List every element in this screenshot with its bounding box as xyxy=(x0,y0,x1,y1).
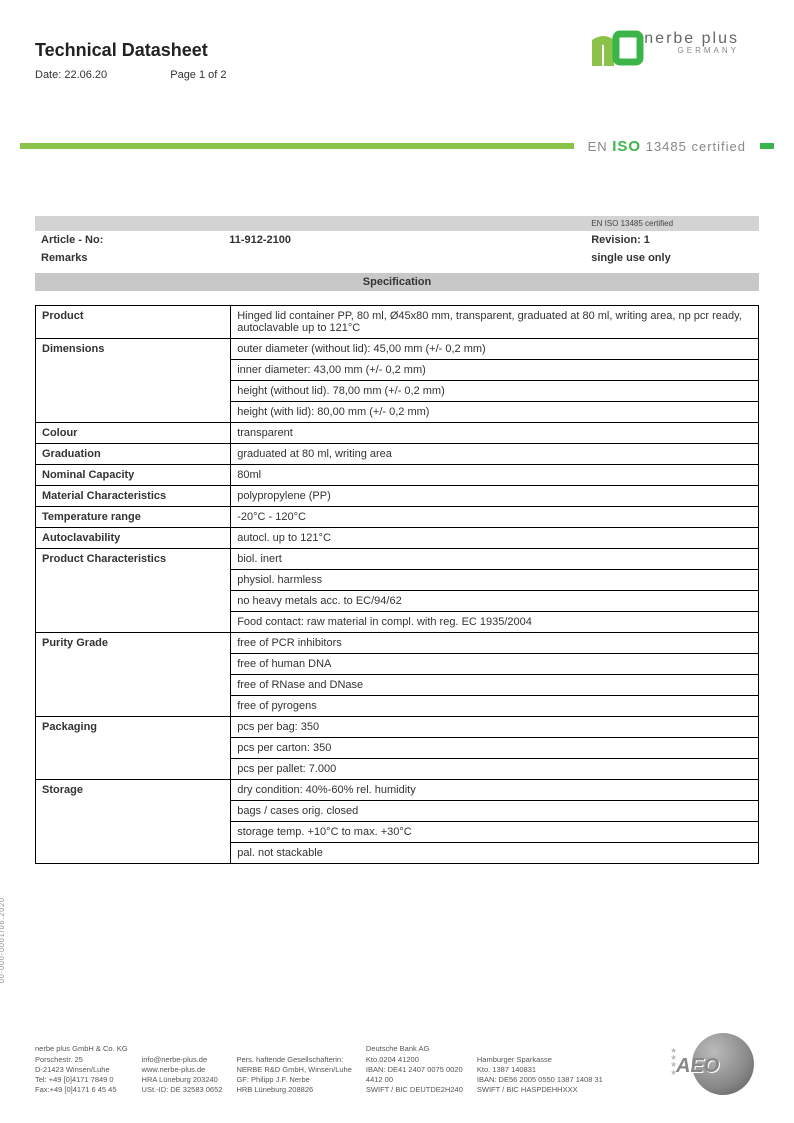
cert-prefix: EN xyxy=(588,139,608,154)
spec-value: physiol. harmless xyxy=(231,570,759,591)
spec-value: Food contact: raw material in compl. wit… xyxy=(231,612,759,633)
spec-value: pcs per carton: 350 xyxy=(231,738,759,759)
spec-row: ProductHinged lid container PP, 80 ml, Ø… xyxy=(36,306,759,339)
spec-value: height (without lid). 78,00 mm (+/- 0,2 … xyxy=(231,381,759,402)
spec-key: Packaging xyxy=(36,717,231,780)
document-header: Technical Datasheet Date: 22.06.20 Page … xyxy=(35,40,759,130)
article-no-label: Article - No: xyxy=(35,231,223,249)
footer-column: nerbe plus GmbH & Co. KGPorschestr. 25D-… xyxy=(35,1044,128,1095)
spec-row: Product Characteristicsbiol. inert xyxy=(36,549,759,570)
spec-value: outer diameter (without lid): 45,00 mm (… xyxy=(231,339,759,360)
spec-value: Hinged lid container PP, 80 ml, Ø45x80 m… xyxy=(231,306,759,339)
spec-value: height (with lid): 80,00 mm (+/- 0,2 mm) xyxy=(231,402,759,423)
spec-value: biol. inert xyxy=(231,549,759,570)
cert-suffix: 13485 certified xyxy=(646,139,746,154)
spec-row: Nominal Capacity80ml xyxy=(36,465,759,486)
spec-key: Colour xyxy=(36,423,231,444)
page-number: Page 1 of 2 xyxy=(170,69,226,81)
spec-key: Product Characteristics xyxy=(36,549,231,633)
spec-value: free of pyrogens xyxy=(231,696,759,717)
brand-logo: nerbe plus GERMANY xyxy=(590,30,739,70)
spec-row: Packagingpcs per bag: 350 xyxy=(36,717,759,738)
aeo-logo: ★★★★ AEO xyxy=(676,1033,766,1097)
spec-key: Purity Grade xyxy=(36,633,231,717)
page-footer: nerbe plus GmbH & Co. KGPorschestr. 25D-… xyxy=(35,1044,769,1095)
article-info-table: EN ISO 13485 certified Article - No: 11-… xyxy=(35,216,759,291)
certification-bar: EN ISO 13485 certified xyxy=(20,136,774,156)
side-document-code: 00-000-0001/06.2020 xyxy=(0,897,6,983)
date-page-row: Date: 22.06.20 Page 1 of 2 xyxy=(35,69,759,81)
specification-table: ProductHinged lid container PP, 80 ml, Ø… xyxy=(35,305,759,864)
stripe-left xyxy=(20,143,574,149)
remarks-label: Remarks xyxy=(35,249,223,267)
spec-key: Autoclavability xyxy=(36,528,231,549)
spec-row: Autoclavabilityautocl. up to 121°C xyxy=(36,528,759,549)
footer-column: Pers. haftende Gesellschafterin:NERBE R&… xyxy=(236,1055,351,1096)
spec-row: Colourtransparent xyxy=(36,423,759,444)
spec-value: free of human DNA xyxy=(231,654,759,675)
revision-label: Revision: 1 xyxy=(585,231,759,249)
spec-value: 80ml xyxy=(231,465,759,486)
aeo-text: AEO xyxy=(676,1055,719,1078)
spec-row: Purity Gradefree of PCR inhibitors xyxy=(36,633,759,654)
cert-small: EN ISO 13485 certified xyxy=(585,216,759,231)
spec-value: transparent xyxy=(231,423,759,444)
spec-value: pcs per bag: 350 xyxy=(231,717,759,738)
footer-column: Deutsche Bank AGKto.0204 41200IBAN: DE41… xyxy=(366,1044,463,1095)
spec-value: pal. not stackable xyxy=(231,843,759,864)
spec-key: Material Characteristics xyxy=(36,486,231,507)
stripe-right xyxy=(760,143,774,149)
spec-key: Dimensions xyxy=(36,339,231,423)
spec-row: Material Characteristicspolypropylene (P… xyxy=(36,486,759,507)
spec-row: Storagedry condition: 40%-60% rel. humid… xyxy=(36,780,759,801)
spec-value: no heavy metals acc. to EC/94/62 xyxy=(231,591,759,612)
spec-row: Dimensionsouter diameter (without lid): … xyxy=(36,339,759,360)
spec-key: Nominal Capacity xyxy=(36,465,231,486)
spec-row: Temperature range-20°C - 120°C xyxy=(36,507,759,528)
spec-value: polypropylene (PP) xyxy=(231,486,759,507)
spec-value: -20°C - 120°C xyxy=(231,507,759,528)
certification-text: EN ISO 13485 certified xyxy=(574,138,760,155)
spec-key: Graduation xyxy=(36,444,231,465)
spec-value: free of PCR inhibitors xyxy=(231,633,759,654)
spec-key: Temperature range xyxy=(36,507,231,528)
footer-column: info@nerbe-plus.dewww.nerbe-plus.deHRA L… xyxy=(142,1055,223,1096)
cert-iso: ISO xyxy=(612,138,641,155)
spec-value: dry condition: 40%-60% rel. humidity xyxy=(231,780,759,801)
remarks-value: single use only xyxy=(585,249,759,267)
spec-key: Storage xyxy=(36,780,231,864)
spec-row: Graduationgraduated at 80 ml, writing ar… xyxy=(36,444,759,465)
spec-key: Product xyxy=(36,306,231,339)
spec-value: storage temp. +10°C to max. +30°C xyxy=(231,822,759,843)
spec-value: pcs per pallet: 7.000 xyxy=(231,759,759,780)
logo-mark-icon xyxy=(590,30,644,70)
article-no-value: 11-912-2100 xyxy=(223,231,585,249)
spec-value: bags / cases orig. closed xyxy=(231,801,759,822)
spec-value: autocl. up to 121°C xyxy=(231,528,759,549)
date-label: Date: 22.06.20 xyxy=(35,69,107,81)
spec-value: free of RNase and DNase xyxy=(231,675,759,696)
spec-value: inner diameter: 43,00 mm (+/- 0,2 mm) xyxy=(231,360,759,381)
specification-header: Specification xyxy=(35,273,759,291)
footer-column: Hamburger SparkasseKto. 1387 140831IBAN:… xyxy=(477,1055,603,1096)
spec-value: graduated at 80 ml, writing area xyxy=(231,444,759,465)
